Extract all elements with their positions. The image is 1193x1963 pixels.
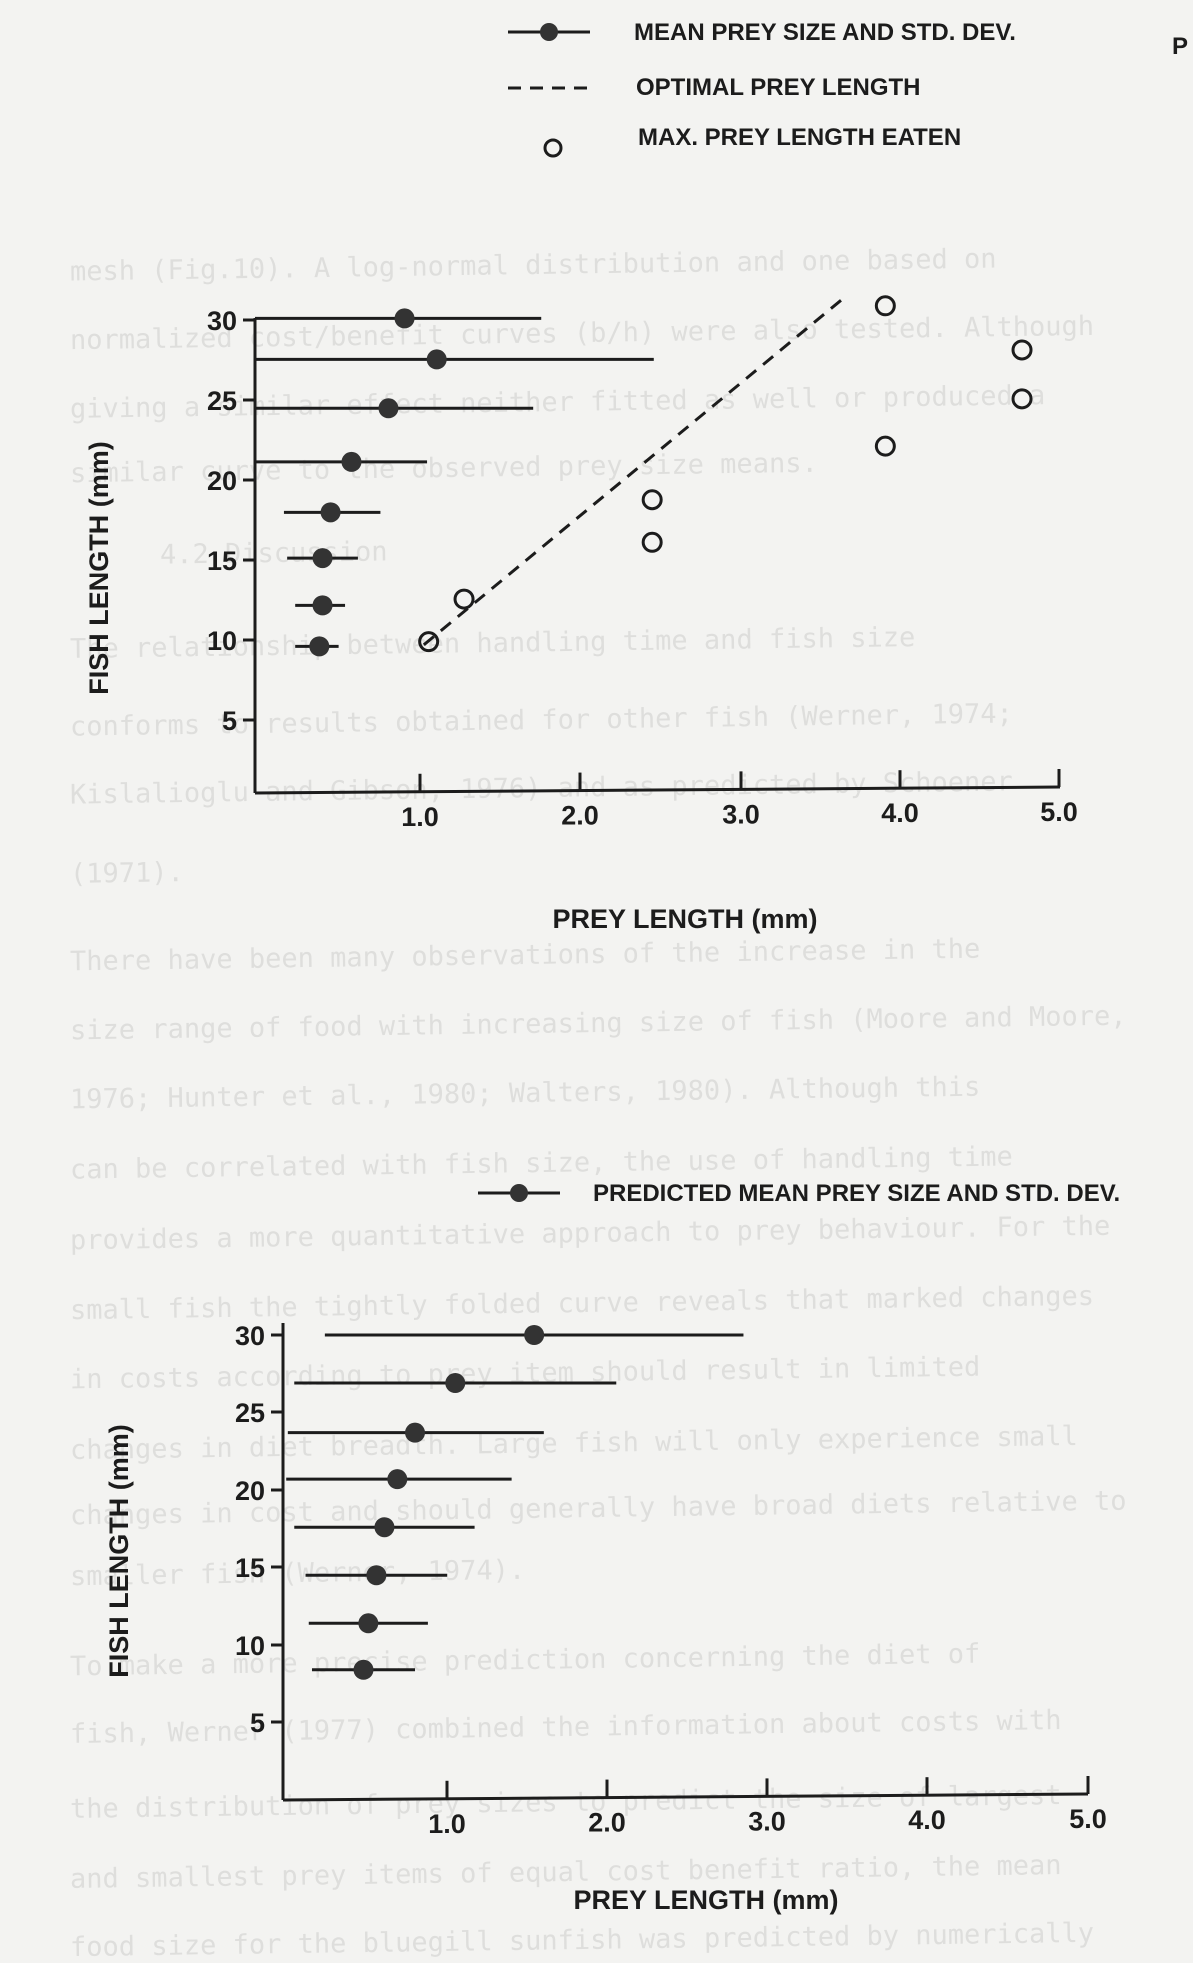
top-max-point [1011, 339, 1033, 361]
legend-max-marker [543, 138, 563, 158]
bottom-mean-point [405, 1422, 426, 1443]
top-mean-point [320, 502, 341, 523]
legend-predicted-marker [510, 1184, 528, 1202]
top-y-tick-label: 15 [207, 546, 237, 576]
bottom-x-axis [282, 1792, 1089, 1802]
top-max-point [641, 489, 663, 511]
top-x-axis [254, 785, 1061, 795]
top-y-tick-label: 20 [207, 466, 237, 496]
top-mean-point [394, 308, 415, 329]
bottom-y-tick-label: 30 [235, 1321, 265, 1351]
top-max-point [1011, 388, 1033, 410]
chart-bottom: FISH LENGTH (mm) PREY LENGTH (mm) 5 10 15 2… [104, 1321, 1107, 1915]
top-max-point [874, 435, 896, 457]
bottom-y-tick-label: 25 [235, 1398, 265, 1428]
bottom-mean-point [524, 1325, 545, 1345]
top-x-tick-label: 3.0 [722, 799, 760, 829]
legend-optimal-label: OPTIMAL PREY LENGTH [636, 74, 920, 101]
bottom-y-tick-label: 15 [235, 1553, 265, 1583]
bottom-mean-point [374, 1517, 395, 1538]
top-max-point [641, 531, 663, 553]
top-mean-point [312, 595, 333, 616]
bottom-x-tick-label: 2.0 [588, 1808, 626, 1838]
bottom-x-axis-title: PREY LENGTH (mm) [573, 1885, 838, 1915]
bottom-x-tick-label: 5.0 [1069, 1804, 1107, 1834]
bottom-y-axis-title: FISH LENGTH (mm) [104, 1424, 134, 1678]
bottom-mean-point [366, 1565, 387, 1586]
top-x-tick-label: 2.0 [561, 801, 599, 831]
bottom-y-tick-label: 20 [235, 1476, 265, 1506]
top-y-tick-label: 10 [207, 626, 237, 656]
top-x-tick-label: 1.0 [401, 802, 439, 832]
top-y-axis-title: FISH LENGTH (mm) [84, 441, 114, 695]
corner-mark: P [1172, 33, 1188, 60]
top-mean-point [426, 349, 447, 370]
legend-predicted-label: PREDICTED MEAN PREY SIZE AND STD. DEV. [593, 1180, 1120, 1207]
bottom-mean-point [353, 1659, 374, 1680]
bottom-x-tick-label: 1.0 [428, 1809, 466, 1839]
top-max-point [418, 631, 440, 653]
top-mean-point [341, 451, 362, 472]
top-max-point [874, 295, 896, 317]
legend-bottom: PREDICTED MEAN PREY SIZE AND STD. DEV. [478, 1180, 1120, 1207]
bottom-x-tick-label: 4.0 [908, 1805, 946, 1835]
legend-mean-marker [540, 23, 558, 41]
top-mean-point [309, 636, 330, 657]
top-x-tick-label: 4.0 [881, 798, 919, 828]
bottom-mean-point [358, 1613, 379, 1634]
legend-top: MEAN PREY SIZE AND STD. DEV. OPTIMAL PRE… [508, 19, 1016, 158]
top-x-axis-title: PREY LENGTH (mm) [552, 904, 817, 934]
top-y-tick-label: 25 [207, 386, 237, 416]
top-max-point [453, 588, 475, 610]
top-mean-point [378, 398, 399, 419]
bottom-y-tick-label: 10 [235, 1631, 265, 1661]
top-y-tick-label: 30 [207, 306, 237, 336]
top-optimal-line [422, 298, 843, 646]
chart-top: FISH LENGTH (mm) PREY LENGTH (mm) 5 10 15 2… [84, 295, 1078, 934]
top-mean-point [312, 548, 333, 569]
bottom-x-tick-label: 3.0 [748, 1806, 786, 1836]
bottom-y-tick-label: 5 [250, 1708, 265, 1738]
bottom-mean-point [387, 1469, 408, 1490]
top-x-tick-label: 5.0 [1040, 797, 1078, 827]
bottom-mean-point [445, 1373, 466, 1394]
legend-max-label: MAX. PREY LENGTH EATEN [638, 124, 961, 151]
legend-mean-label: MEAN PREY SIZE AND STD. DEV. [634, 19, 1016, 46]
top-y-tick-label: 5 [222, 706, 237, 736]
